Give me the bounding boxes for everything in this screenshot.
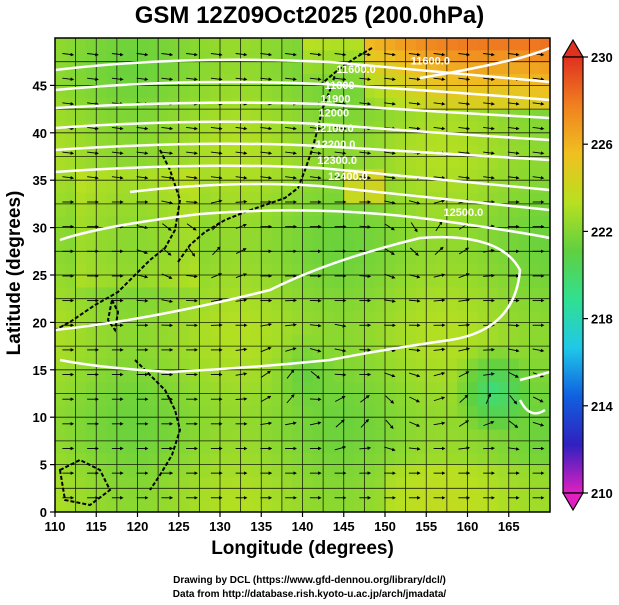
credit-drawing: Drawing by DCL (https://www.gfd-dennou.o… — [173, 575, 446, 586]
colorbar-top-triangle — [561, 38, 585, 58]
contour-label: 12500.0 — [443, 207, 483, 219]
contour-12500 — [55, 236, 522, 374]
credit-data: Data from http://database.rish.kyoto-u.a… — [172, 589, 447, 600]
contour-label: 12000 — [319, 108, 350, 120]
contour-label: 11800 — [325, 80, 355, 92]
x-tick-label: 150 — [374, 519, 396, 534]
y-tick-label: 10 — [33, 410, 47, 425]
contour-12000 — [55, 120, 550, 142]
chart-title: GSM 12Z09Oct2025 (200.0hPa) — [134, 2, 485, 29]
colorbar-tick-label: 214 — [591, 399, 613, 414]
coastline-japan — [177, 74, 336, 263]
x-tick-label: 140 — [292, 519, 314, 534]
contour-12500-loop — [518, 399, 546, 415]
coastline-borneo — [58, 458, 112, 507]
coastline-taiwan — [106, 296, 120, 333]
x-axis-label: Longitude (degrees) — [211, 538, 394, 559]
colorbar: 210 214 218 222 226 230 — [561, 38, 613, 512]
contour-label: 11900 — [321, 93, 351, 105]
contour-12200 — [55, 164, 550, 192]
contour-12100 — [55, 142, 550, 162]
x-tick-label: 130 — [209, 519, 231, 534]
y-tick-label: 5 — [40, 458, 47, 473]
colorbar-ticks: 210 214 218 222 226 230 — [583, 50, 613, 501]
contour-label: 11600.0 — [411, 56, 450, 68]
colorbar-body — [562, 56, 584, 494]
colorbar-bottom-triangle — [561, 492, 585, 512]
contour-12300 — [129, 182, 550, 212]
contour-label: 12100.0 — [314, 123, 354, 135]
coastline-philippines — [134, 359, 182, 491]
coastline-korea-china — [55, 149, 182, 331]
x-tick-label: 165 — [498, 519, 520, 534]
y-tick-label: 30 — [33, 221, 47, 236]
y-tick-label: 40 — [33, 126, 47, 141]
contour-label: 12400.0 — [328, 171, 368, 183]
x-tick-label: 145 — [333, 519, 355, 534]
x-tick-label: 120 — [127, 519, 149, 534]
contour-label: 12200.0 — [316, 139, 356, 151]
contour-label: 11600.0 — [337, 64, 376, 76]
y-axis-ticks: 0 5 10 15 20 25 30 35 40 45 — [33, 78, 55, 520]
contour-12400 — [59, 209, 550, 242]
height-contours — [55, 46, 550, 415]
contour-11900 — [55, 101, 550, 120]
contour-11800 — [55, 80, 550, 102]
y-tick-label: 15 — [33, 363, 47, 378]
y-axis-label: Latitude (degrees) — [4, 190, 25, 356]
contour-label: 12300.0 — [317, 155, 357, 167]
x-tick-label: 110 — [45, 519, 66, 534]
y-tick-label: 0 — [40, 505, 47, 520]
colorbar-tick-label: 222 — [591, 224, 613, 239]
x-tick-label: 160 — [457, 519, 479, 534]
y-tick-label: 25 — [33, 268, 47, 283]
colorbar-tick-label: 226 — [591, 137, 613, 152]
coastlines — [55, 47, 373, 507]
y-tick-label: 20 — [33, 315, 47, 330]
x-axis-ticks: 110 115 120 125 130 135 140 145 150 155 160 165 — [45, 512, 520, 534]
x-tick-label: 155 — [415, 519, 437, 534]
x-tick-label: 135 — [250, 519, 272, 534]
y-tick-label: 35 — [33, 173, 47, 188]
x-tick-label: 125 — [168, 519, 190, 534]
colorbar-tick-label: 218 — [591, 312, 613, 327]
colorbar-tick-label: 230 — [591, 50, 613, 65]
contour-11700 — [55, 58, 550, 84]
y-tick-label: 45 — [33, 78, 47, 93]
x-tick-label: 115 — [86, 519, 107, 534]
colorbar-tick-label: 210 — [591, 486, 613, 501]
lat-lon-grid — [55, 38, 550, 512]
contour-12500-east — [519, 370, 550, 382]
